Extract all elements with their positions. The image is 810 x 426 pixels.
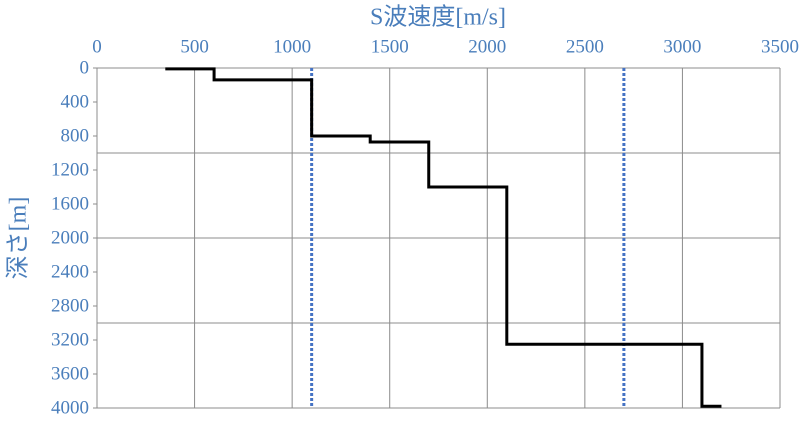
x-tick-label: 0 [92,36,102,57]
y-tick-label: 2000 [51,227,89,248]
y-tick-label: 2800 [51,295,89,316]
y-tick-label: 1600 [51,193,89,214]
x-tick-label: 2500 [566,36,604,57]
y-tick-label: 3600 [51,363,89,384]
y-tick-label: 2400 [51,261,89,282]
velocity-profile [165,67,722,408]
x-tick-label: 3000 [663,36,701,57]
y-tick-label: 0 [80,57,90,78]
x-tick-label: 500 [180,36,209,57]
x-tick-label: 1500 [371,36,409,57]
y-tick-label: 1200 [51,159,89,180]
y-tick-label: 4000 [51,397,89,418]
y-tick-label: 3200 [51,329,89,350]
y-axis-label: 深さ[m] [5,197,32,280]
y-tick-label: 800 [61,125,90,146]
x-tick-label: 1000 [273,36,311,57]
y-tick-label: 400 [61,91,90,112]
x-tick-label: 3500 [761,36,799,57]
x-tick-label: 2000 [468,36,506,57]
chart-title: S波速度[m/s] [370,4,506,31]
